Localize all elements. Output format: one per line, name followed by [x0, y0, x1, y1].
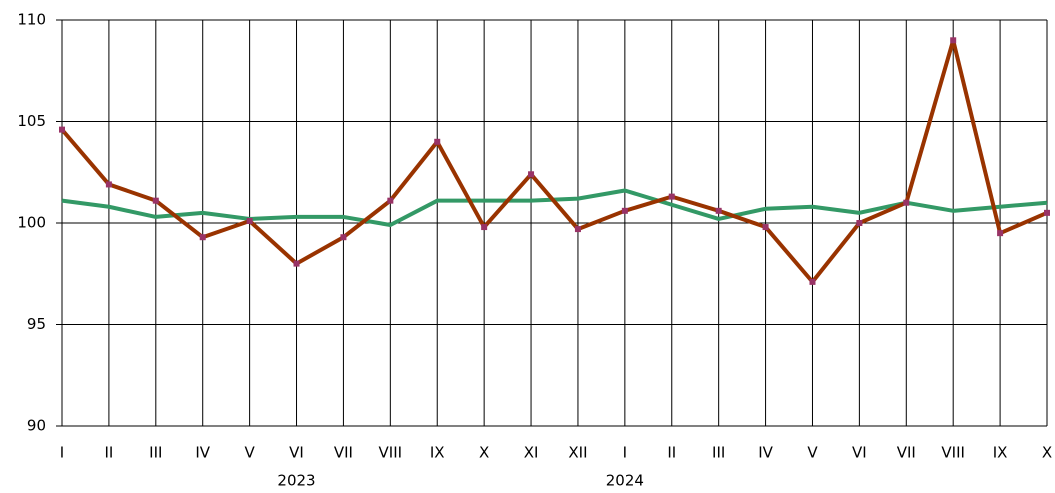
point-marker	[340, 234, 347, 241]
point-marker	[293, 260, 300, 267]
point-marker	[528, 171, 535, 178]
point-marker	[762, 224, 769, 231]
point-marker	[59, 126, 65, 133]
point-marker	[715, 207, 722, 214]
point-marker	[199, 234, 206, 241]
x-tick-label: I	[623, 444, 627, 462]
x-tick-label: VII	[334, 444, 353, 462]
x-tick-label: IX	[993, 444, 1008, 462]
point-marker	[387, 197, 394, 204]
point-marker	[997, 230, 1004, 237]
y-tick-label: 100	[17, 214, 46, 232]
point-marker	[481, 224, 488, 231]
x-tick-label: XII	[568, 444, 587, 462]
y-tick-label: 95	[27, 315, 46, 333]
x-tick-label: III	[149, 444, 162, 462]
point-marker	[1044, 209, 1050, 216]
x-tick-label: VIII	[941, 444, 965, 462]
point-marker	[105, 181, 112, 188]
x-tick-label: II	[104, 444, 113, 462]
x-tick-label: III	[712, 444, 725, 462]
y-tick-label: 105	[17, 112, 46, 130]
x-tick-label: VII	[897, 444, 916, 462]
x-group-label: 2024	[606, 472, 644, 490]
x-tick-label: IV	[758, 444, 773, 462]
point-marker	[809, 278, 816, 285]
x-tick-label: VIII	[379, 444, 403, 462]
point-marker	[903, 199, 910, 206]
x-tick-label: X	[1042, 444, 1052, 462]
x-tick-label: XI	[524, 444, 539, 462]
x-tick-label: IV	[195, 444, 210, 462]
x-group-label: 2023	[277, 472, 315, 490]
point-marker	[574, 226, 581, 233]
x-tick-label: V	[807, 444, 818, 462]
point-marker	[152, 197, 159, 204]
x-tick-label: I	[60, 444, 64, 462]
point-marker	[950, 37, 957, 44]
y-tick-label: 90	[27, 417, 46, 435]
point-marker	[434, 138, 441, 145]
point-marker	[668, 193, 675, 200]
y-tick-label: 110	[17, 11, 46, 29]
point-marker	[246, 217, 253, 224]
x-tick-label: VI	[289, 444, 304, 462]
x-tick-label: V	[244, 444, 255, 462]
point-marker	[621, 207, 628, 214]
x-tick-label: VI	[852, 444, 867, 462]
x-tick-label: X	[479, 444, 489, 462]
x-tick-label: IX	[430, 444, 445, 462]
series-line	[60, 38, 1048, 284]
x-tick-label: II	[667, 444, 676, 462]
point-marker	[856, 220, 863, 226]
